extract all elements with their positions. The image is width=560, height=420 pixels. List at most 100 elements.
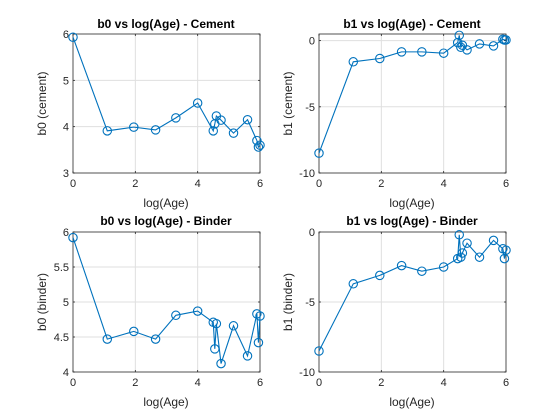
data-point <box>129 326 139 337</box>
plot-area: 0 2 4 6 3 4 5 6 <box>63 29 265 190</box>
x-axis-label: log(Age) <box>389 395 434 409</box>
data-point <box>501 35 511 45</box>
y-tick-label: -10 <box>299 168 315 180</box>
y-axis-label: b0 (binder) <box>35 273 49 331</box>
x-tick-label: 0 <box>70 178 76 190</box>
subplot-title: b0 vs log(Age) - Binder <box>100 214 232 228</box>
data-point <box>228 321 239 331</box>
data-point <box>171 310 181 321</box>
data-point <box>242 351 253 361</box>
data-point <box>228 128 239 138</box>
y-tick-label: 4 <box>63 122 69 134</box>
data-point <box>396 260 407 271</box>
subplot-title: b0 vs log(Age) - Cement <box>97 17 234 31</box>
data-point <box>456 252 466 262</box>
y-tick-label: -5 <box>305 102 315 114</box>
data-point <box>68 232 78 243</box>
x-tick-label: 6 <box>503 377 509 389</box>
data-point <box>454 30 464 41</box>
data-point <box>314 148 324 158</box>
x-tick-label: 4 <box>441 178 447 190</box>
plot-area: 0 2 4 6 4 4.5 5 5.5 6 <box>54 227 265 389</box>
data-point <box>488 41 499 51</box>
data-point <box>150 334 161 344</box>
data-point <box>210 344 220 354</box>
series-line <box>72 237 261 364</box>
data-point <box>438 48 449 58</box>
subplot-b0-binder: b0 vs log(Age) - Binder 0 2 4 6 4 4.5 5 5.5 6 lo… <box>35 214 265 409</box>
y-tick-label: 0 <box>309 36 315 48</box>
subplot-title: b1 vs log(Age) - Binder <box>346 214 478 228</box>
series-line <box>318 234 507 352</box>
data-point <box>150 125 161 135</box>
data-point <box>129 122 139 132</box>
data-point <box>216 115 226 125</box>
y-tick-label: 6 <box>63 29 69 41</box>
data-point <box>68 32 78 42</box>
data-point <box>452 37 463 48</box>
data-point <box>252 309 262 319</box>
y-tick-label: 4.5 <box>54 332 69 344</box>
data-point <box>457 248 468 258</box>
data-point <box>438 262 449 272</box>
data-point <box>102 126 113 136</box>
data-point <box>488 235 499 246</box>
y-tick-label: -5 <box>305 297 315 309</box>
data-point <box>456 42 466 52</box>
data-point <box>255 140 265 150</box>
subplot-b1-binder: b1 vs log(Age) - Binder 0 2 4 6 -10 -5 0 log(A… <box>281 214 511 409</box>
x-tick-label: 4 <box>441 377 447 389</box>
data-point <box>348 279 359 289</box>
data-point <box>375 270 385 281</box>
y-axis-label: b0 (cement) <box>35 71 49 135</box>
x-axis-label: log(Age) <box>143 395 188 409</box>
y-tick-label: 0 <box>309 227 315 239</box>
data-point <box>255 311 265 321</box>
data-point <box>192 98 203 108</box>
y-tick-label: 4 <box>63 367 69 379</box>
x-tick-label: 4 <box>195 377 201 389</box>
data-point <box>192 306 203 316</box>
data-point <box>501 245 511 255</box>
plot-background <box>73 34 260 173</box>
axes-frame <box>318 33 507 174</box>
x-axis-label: log(Age) <box>143 196 188 210</box>
x-tick-label: 0 <box>316 377 322 389</box>
axes-frame <box>72 33 261 174</box>
plot-area: 0 2 4 6 -10 -5 0 <box>299 30 511 190</box>
x-tick-label: 2 <box>132 178 138 190</box>
x-tick-label: 2 <box>132 377 138 389</box>
x-axis-label: log(Age) <box>389 196 434 210</box>
y-tick-label: 6 <box>63 227 69 239</box>
data-point <box>462 45 472 55</box>
data-point <box>474 252 485 262</box>
x-tick-label: 6 <box>503 178 509 190</box>
data-point <box>171 113 181 123</box>
data-point <box>208 126 219 136</box>
data-point <box>474 39 485 49</box>
plot-area: 0 2 4 6 -10 -5 0 <box>299 227 511 389</box>
x-tick-label: 2 <box>378 377 384 389</box>
data-point <box>454 230 464 240</box>
data-point <box>211 318 222 329</box>
data-point <box>417 266 427 276</box>
y-tick-label: 5 <box>63 75 69 87</box>
series-line <box>72 37 261 149</box>
x-tick-label: 0 <box>316 178 322 190</box>
x-tick-label: 4 <box>195 178 201 190</box>
data-point <box>253 337 264 348</box>
y-tick-label: -10 <box>299 367 315 379</box>
data-point <box>102 334 113 344</box>
data-point <box>242 114 253 125</box>
data-point <box>216 358 226 369</box>
data-point <box>253 142 264 152</box>
data-point <box>314 346 324 356</box>
y-tick-label: 3 <box>63 168 69 180</box>
y-tick-label: 5 <box>63 297 69 309</box>
data-point <box>375 53 385 64</box>
data-point <box>462 238 472 248</box>
subplot-b0-cement: b0 vs log(Age) - Cement 0 2 4 6 3 4 5 6 log(Age… <box>35 17 265 210</box>
x-tick-label: 6 <box>257 178 263 190</box>
data-point <box>252 135 262 146</box>
